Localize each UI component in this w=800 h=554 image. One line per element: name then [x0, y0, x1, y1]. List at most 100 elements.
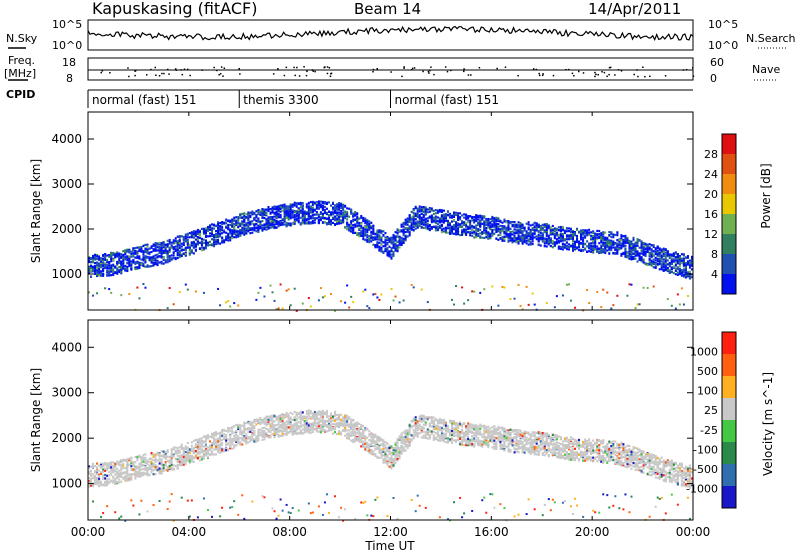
echo-cell	[551, 231, 554, 234]
echo-cell	[416, 226, 419, 229]
echo-cell	[251, 228, 254, 231]
echo-cell	[485, 231, 488, 234]
echo-cell	[372, 236, 375, 239]
echo-cell	[684, 272, 687, 276]
echo-cell	[271, 217, 274, 221]
echo-cell	[211, 230, 214, 233]
echo-cell	[257, 230, 260, 233]
echo-cell	[517, 221, 520, 224]
echo-cell	[88, 470, 90, 474]
echo-cell	[525, 230, 528, 233]
echo-cell	[110, 260, 113, 263]
echo-cell	[156, 246, 159, 249]
echo-cell	[336, 203, 339, 206]
echo-cell	[164, 259, 167, 262]
echo-cell	[352, 220, 355, 223]
echo-cell	[400, 237, 403, 240]
echo-cell	[340, 215, 343, 218]
echo-cell	[559, 234, 562, 238]
echo-cell	[503, 220, 506, 223]
echo-cell	[638, 257, 641, 260]
echo-cell	[88, 485, 90, 488]
echo-cell	[541, 232, 544, 235]
echo-cell	[608, 230, 611, 234]
echo-cell	[509, 230, 512, 234]
echo-cell	[654, 252, 657, 256]
echo-cell	[555, 234, 558, 237]
echo-cell	[98, 481, 101, 484]
echo-cell	[420, 216, 423, 219]
echo-cell	[545, 235, 548, 238]
echo-cell	[487, 222, 490, 225]
echo-cell	[519, 235, 522, 238]
echo-cell	[578, 246, 581, 249]
echo-cell	[106, 481, 109, 485]
echo-cell	[640, 260, 643, 263]
echo-cell	[311, 204, 314, 207]
echo-cell	[642, 250, 645, 253]
echo-cell	[323, 216, 326, 220]
echo-cell	[305, 212, 308, 215]
echo-cell	[499, 219, 502, 223]
echo-cell	[243, 220, 246, 223]
echo-cell	[293, 220, 296, 223]
echo-cell	[600, 248, 603, 251]
echo-cell	[596, 245, 599, 248]
echo-cell	[398, 229, 401, 232]
echo-cell	[394, 238, 397, 241]
echo-cell	[642, 246, 645, 249]
echo-cell	[412, 214, 415, 217]
echo-cell	[440, 223, 443, 227]
nave-dot	[433, 73, 435, 76]
echo-cell	[430, 214, 433, 217]
echo-cell	[612, 233, 615, 236]
echo-cell	[471, 234, 474, 237]
echo-cell	[317, 221, 320, 224]
echo-cell	[285, 206, 288, 209]
echo-cell	[114, 265, 117, 268]
echo-cell	[227, 239, 230, 242]
echo-cell	[130, 465, 133, 468]
echo-cell	[321, 213, 324, 217]
echo-cell	[152, 261, 155, 264]
echo-cell	[106, 464, 109, 467]
echo-cell	[549, 226, 552, 229]
echo-cell	[229, 230, 232, 234]
echo-cell	[112, 273, 115, 277]
echo-cell	[547, 239, 550, 242]
echo-cell	[505, 221, 508, 224]
echo-cell	[100, 465, 103, 468]
noise-cell	[525, 285, 528, 288]
echo-cell	[658, 248, 661, 251]
echo-cell	[140, 464, 143, 467]
echo-cell	[321, 201, 324, 205]
echo-cell	[162, 246, 165, 249]
noise-cell	[638, 303, 641, 306]
echo-cell	[376, 244, 379, 247]
echo-cell	[652, 253, 655, 256]
echo-cell	[668, 256, 671, 260]
echo-cell	[598, 236, 601, 239]
echo-cell	[98, 479, 101, 482]
noise-cell	[168, 287, 171, 290]
echo-cell	[360, 225, 363, 228]
echo-cell	[217, 231, 220, 235]
noise-left-tick-top: 10^5	[52, 18, 82, 31]
echo-cell	[249, 228, 252, 231]
echo-cell	[289, 223, 292, 226]
echo-cell	[418, 207, 421, 210]
noise-cell	[263, 295, 266, 298]
echo-cell	[346, 222, 349, 225]
echo-cell	[299, 203, 302, 206]
echo-cell	[348, 228, 351, 231]
echo-cell	[114, 466, 117, 469]
echo-cell	[190, 233, 193, 236]
echo-cell	[350, 211, 353, 214]
echo-cell	[309, 205, 312, 209]
echo-cell	[507, 234, 510, 237]
echo-cell	[126, 268, 129, 271]
echo-cell	[156, 249, 159, 252]
echo-cell	[457, 224, 460, 227]
echo-cell	[130, 467, 133, 470]
echo-cell	[596, 229, 599, 233]
